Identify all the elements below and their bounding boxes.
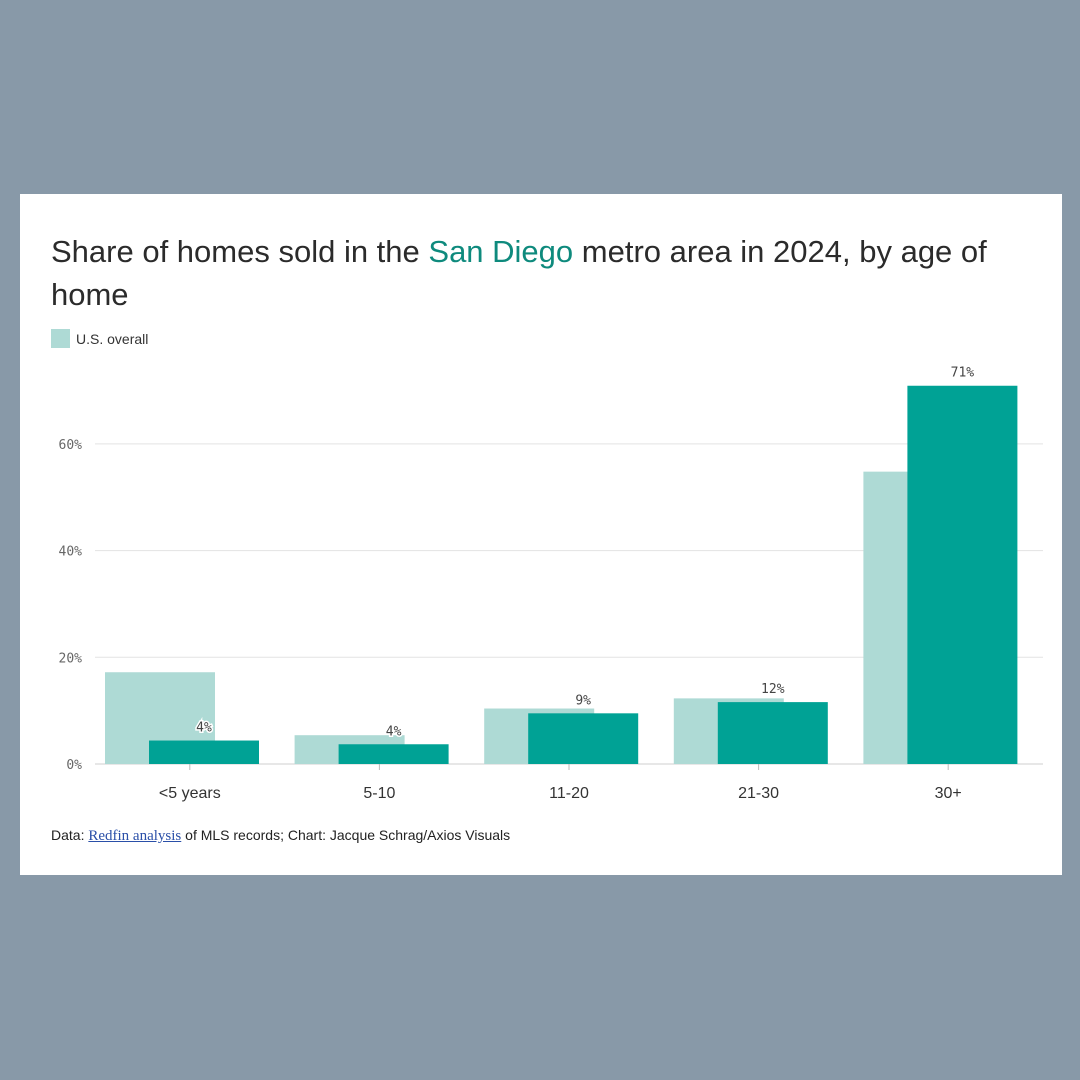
data-label-1: 4%	[386, 724, 402, 739]
y-tick-label-0: 0%	[66, 758, 82, 773]
source-prefix: Data:	[51, 827, 89, 843]
y-tick-label-20: 20%	[59, 651, 83, 666]
legend-swatch-us-overall	[51, 329, 70, 348]
data-label-3: 12%	[761, 682, 785, 697]
bar-san-diego-1	[338, 744, 449, 764]
x-tick-label-0: <5 years	[159, 785, 221, 802]
title-highlight: San Diego	[428, 234, 574, 269]
bar-chart: 0% 20% 40% 60% 4% <5 years 4% 5-10 9% 11-20 12% 21-…	[59, 364, 1043, 802]
title-prefix: Share of homes sold in the	[51, 234, 429, 269]
bar-san-diego-3	[717, 702, 828, 764]
y-tick-label-40: 40%	[59, 545, 83, 560]
chart-title: Share of homes sold in the San Diego met…	[51, 230, 1041, 316]
data-label-2: 9%	[575, 693, 591, 708]
data-label-4: 71%	[951, 366, 975, 381]
source-link[interactable]: Redfin analysis	[88, 828, 182, 844]
legend-label-us-overall: U.S. overall	[76, 330, 149, 347]
data-label-0: 4%	[196, 721, 212, 736]
source-note: Data: Redfin analysis of MLS records; Ch…	[51, 827, 510, 845]
bar-san-diego-2	[528, 713, 639, 764]
x-tick-label-1: 5-10	[363, 785, 395, 802]
y-tick-label-60: 60%	[59, 438, 83, 453]
bar-san-diego-0	[149, 740, 259, 764]
bar-san-diego-4	[907, 385, 1018, 764]
legend: U.S. overall	[51, 329, 148, 348]
chart-card: Share of homes sold in the San Diego met…	[20, 194, 1062, 875]
title-suffix: metro area in 2024, by age of home	[51, 234, 987, 312]
x-tick-label-4: 30+	[935, 785, 962, 802]
x-tick-label-3: 21-30	[738, 785, 779, 802]
source-suffix: of MLS records; Chart: Jacque Schrag/Axi…	[181, 827, 511, 843]
x-tick-label-2: 11-20	[549, 785, 589, 802]
